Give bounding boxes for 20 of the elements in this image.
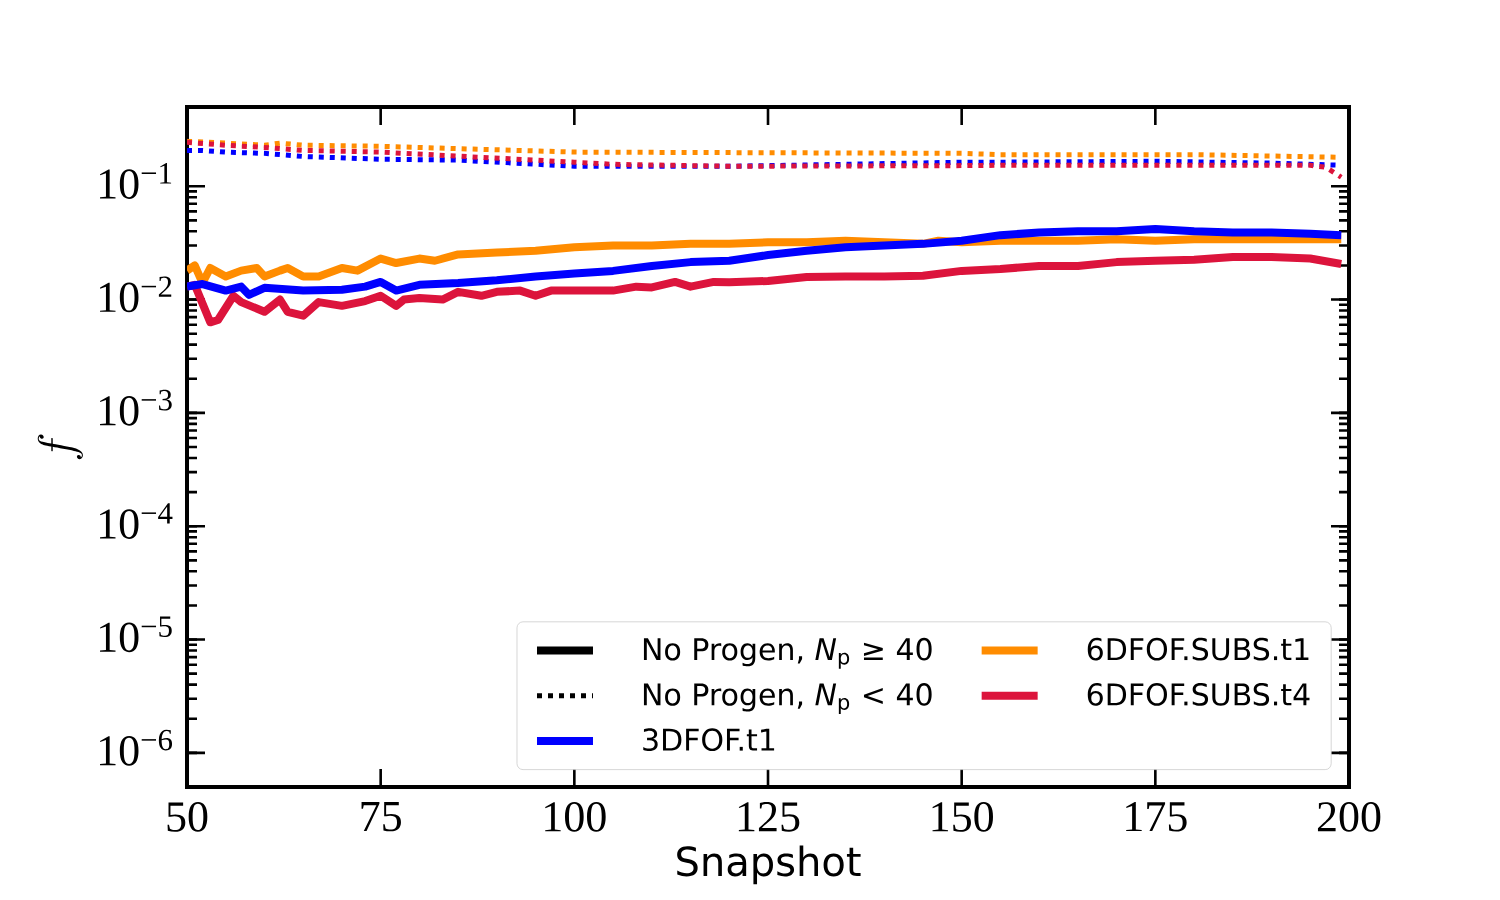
y-tick-label: 10$^{−4}$ xyxy=(100,503,173,539)
y-tick-label: 10$^{−2}$ xyxy=(100,276,172,313)
x-tick-label: 150 xyxy=(932,802,993,832)
x-tick-label: 200 xyxy=(1317,802,1381,832)
x-tick-label: 75 xyxy=(361,802,401,832)
x-tick-label: 175 xyxy=(1126,802,1187,832)
y-tick-label: 10$^{−1}$ xyxy=(100,163,172,199)
y-tick-label: 10$^{−3}$ xyxy=(100,389,172,426)
legend-label: 6DFOF.SUBS.t1 xyxy=(1087,637,1309,661)
legend-label: 6DFOF.SUBS.t4 xyxy=(1087,683,1310,706)
x-tick-label: 50 xyxy=(167,802,208,832)
y-tick-label: 10$^{−5}$ xyxy=(100,616,172,653)
legend-label: No Progen, N$_{p}$ ≥ 40 xyxy=(643,637,932,669)
legend-label: 3DFOF.t1 xyxy=(643,728,775,752)
x-axis-title: Snapshot xyxy=(677,845,861,885)
x-tick-label: 100 xyxy=(545,802,606,832)
x-tick-label: 125 xyxy=(738,802,800,832)
legend-label: No Progen, N$_{p}$ < 40 xyxy=(643,683,932,715)
y-tick-label: 10$^{−6}$ xyxy=(100,729,173,766)
y-axis-title: $f$ xyxy=(37,434,83,460)
